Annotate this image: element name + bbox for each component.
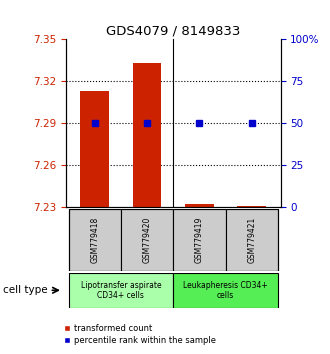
Text: GSM779418: GSM779418 [90, 217, 99, 263]
Bar [237, 206, 266, 207]
Bar [69, 273, 173, 308]
Legend: transformed count, percentile rank within the sample: transformed count, percentile rank withi… [60, 321, 219, 348]
Bar [81, 91, 109, 207]
Text: cell type: cell type [3, 285, 48, 295]
Bar [173, 273, 278, 308]
Bar [133, 63, 161, 207]
Text: Lipotransfer aspirate
CD34+ cells: Lipotransfer aspirate CD34+ cells [81, 281, 161, 300]
Text: GSM779419: GSM779419 [195, 217, 204, 263]
Text: GSM779420: GSM779420 [143, 217, 151, 263]
Text: GSM779421: GSM779421 [247, 217, 256, 263]
Bar [69, 209, 121, 271]
Bar [173, 209, 226, 271]
Bar [226, 209, 278, 271]
Bar [185, 204, 214, 207]
Title: GDS4079 / 8149833: GDS4079 / 8149833 [106, 25, 241, 38]
Text: Leukapheresis CD34+
cells: Leukapheresis CD34+ cells [183, 281, 268, 300]
Bar [121, 209, 173, 271]
